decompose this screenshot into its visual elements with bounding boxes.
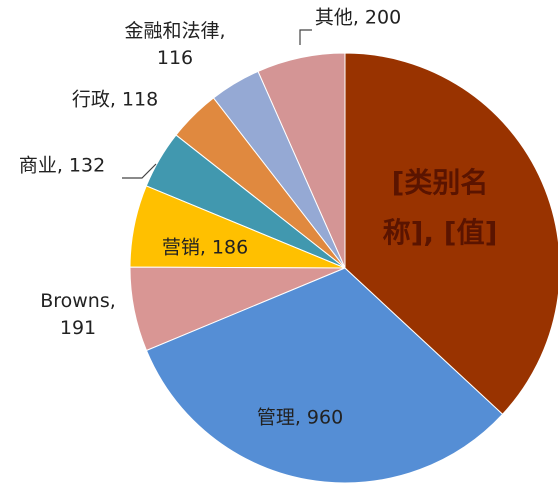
- data-label: 金融和法律, 116: [124, 20, 226, 69]
- leader-line: [122, 163, 157, 179]
- data-label: 营销, 186: [161, 236, 249, 259]
- leader-line: [299, 29, 312, 45]
- pie-slice: [145, 267, 504, 484]
- data-label: 商业, 132: [18, 154, 106, 177]
- data-label: [类别名称], [值]: [382, 166, 498, 249]
- data-label: 行政, 118: [71, 88, 159, 111]
- data-label: Browns, 191: [40, 290, 116, 339]
- data-label: 其他, 200: [314, 6, 402, 29]
- data-label: 管理, 960: [256, 406, 344, 429]
- pie-slice: [344, 52, 558, 415]
